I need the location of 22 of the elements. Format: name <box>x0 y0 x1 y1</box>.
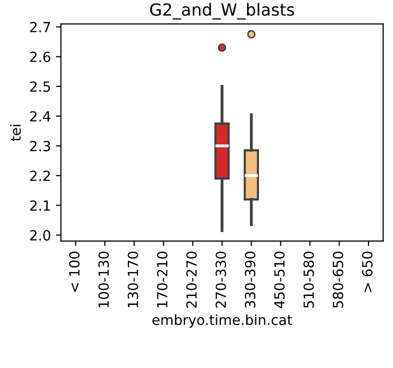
y-tick-label: 2.2 <box>30 170 50 181</box>
y-tick-label: 2.1 <box>30 200 50 211</box>
x-tick-label: 100-130 <box>98 252 109 308</box>
x-tick-label: > 650 <box>362 252 373 292</box>
y-tick-label: 2.7 <box>30 22 50 32</box>
x-tick-label: 580-650 <box>332 252 344 308</box>
y-tick-label: 2.4 <box>30 111 50 122</box>
x-tick-label: 330-390 <box>244 252 256 308</box>
y-tick-label: 2.3 <box>30 140 50 152</box>
x-tick-label: 210-270 <box>186 252 197 308</box>
chart-title: G2_and_W_blasts <box>150 2 294 20</box>
x-tick-label: 130-170 <box>128 252 138 308</box>
x-tick-label: 270-330 <box>216 252 226 308</box>
x-tick-label: 510-580 <box>303 252 314 308</box>
x-tick-label: 450-510 <box>274 252 285 308</box>
x-axis-title: embryo.time.bin.cat <box>152 314 292 328</box>
y-tick-label: 2.5 <box>30 81 50 92</box>
y-tick-label: 2.0 <box>30 230 50 241</box>
x-tick-label: 170-210 <box>156 252 168 308</box>
x-tick-label: < 100 <box>69 252 80 292</box>
y-tick-label: 2.6 <box>30 52 50 62</box>
y-axis-title: tei <box>10 124 21 142</box>
